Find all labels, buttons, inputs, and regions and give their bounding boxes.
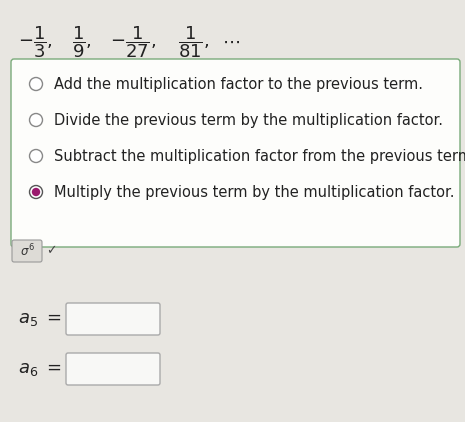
FancyBboxPatch shape	[66, 303, 160, 335]
Circle shape	[29, 149, 42, 162]
Text: $-\dfrac{1}{27},$: $-\dfrac{1}{27},$	[110, 24, 156, 60]
Circle shape	[29, 78, 42, 90]
FancyBboxPatch shape	[11, 59, 460, 247]
Text: $\sigma^6$: $\sigma^6$	[20, 243, 34, 259]
Text: Add the multiplication factor to the previous term.: Add the multiplication factor to the pre…	[54, 76, 423, 92]
Text: $-\dfrac{1}{3},$: $-\dfrac{1}{3},$	[18, 24, 53, 60]
Text: Multiply the previous term by the multiplication factor.: Multiply the previous term by the multip…	[54, 184, 454, 200]
FancyBboxPatch shape	[12, 240, 42, 262]
Text: $\dfrac{1}{81},$: $\dfrac{1}{81},$	[178, 24, 209, 60]
Text: Subtract the multiplication factor from the previous term.: Subtract the multiplication factor from …	[54, 149, 465, 163]
Text: Divide the previous term by the multiplication factor.: Divide the previous term by the multipli…	[54, 113, 443, 127]
Circle shape	[29, 186, 42, 198]
Text: $a_6\ =$: $a_6\ =$	[18, 360, 62, 378]
Text: ✓: ✓	[46, 244, 57, 257]
Text: $\dfrac{1}{9},$: $\dfrac{1}{9},$	[72, 24, 92, 60]
FancyBboxPatch shape	[66, 353, 160, 385]
Text: $\cdots$: $\cdots$	[222, 33, 240, 51]
Circle shape	[29, 114, 42, 127]
Circle shape	[32, 188, 40, 196]
Text: $a_5\ =$: $a_5\ =$	[18, 310, 62, 328]
